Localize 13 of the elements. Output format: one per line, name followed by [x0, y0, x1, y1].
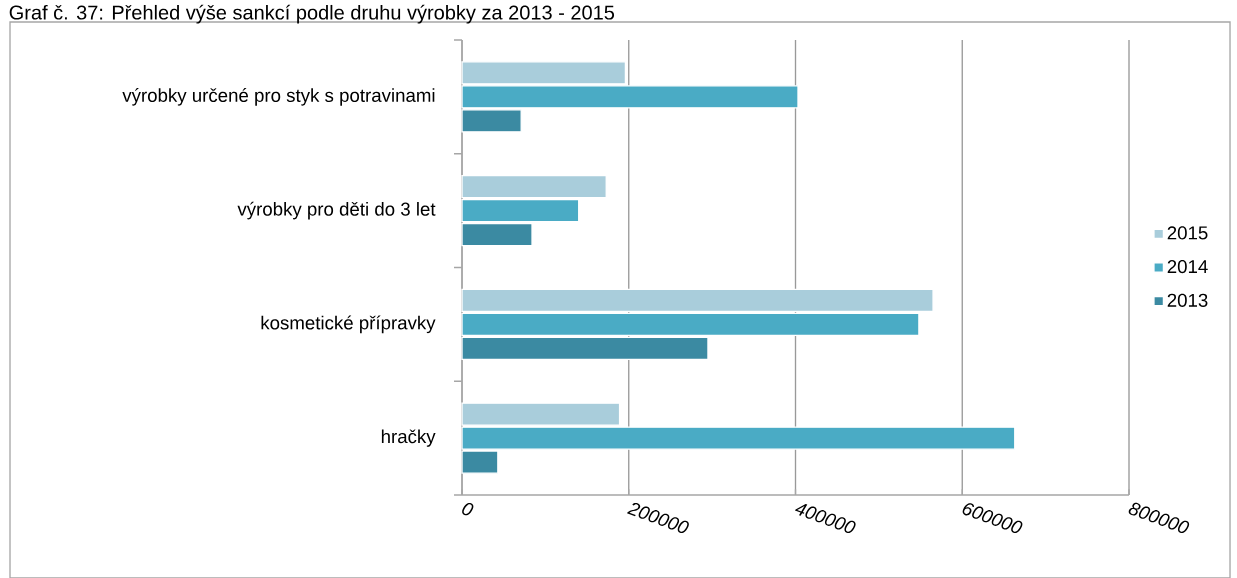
x-tick-label: 0 [462, 502, 474, 516]
legend-label: 2013 [1167, 293, 1208, 307]
legend-label: 2015 [1167, 226, 1208, 240]
x-tick-label: 400000 [794, 503, 856, 534]
chart-title: Graf č. 37: Přehled výše sankcí podle druhu výrobky za 2013 - 2015 [9, 4, 615, 24]
x-tick-label: 200000 [627, 502, 689, 534]
y-tick-label: výrobky určené pro styk s potravinami [122, 88, 435, 106]
y-tick-label: hračky [381, 429, 436, 447]
y-tick-label: výrobky pro děti do 3 let [237, 201, 436, 220]
legend-label: 2014 [1167, 259, 1208, 274]
x-tick-label: 800000 [1128, 502, 1190, 534]
y-tick-label: kosmetické přípravky [261, 315, 436, 334]
x-tick-label: 600000 [962, 503, 1023, 534]
